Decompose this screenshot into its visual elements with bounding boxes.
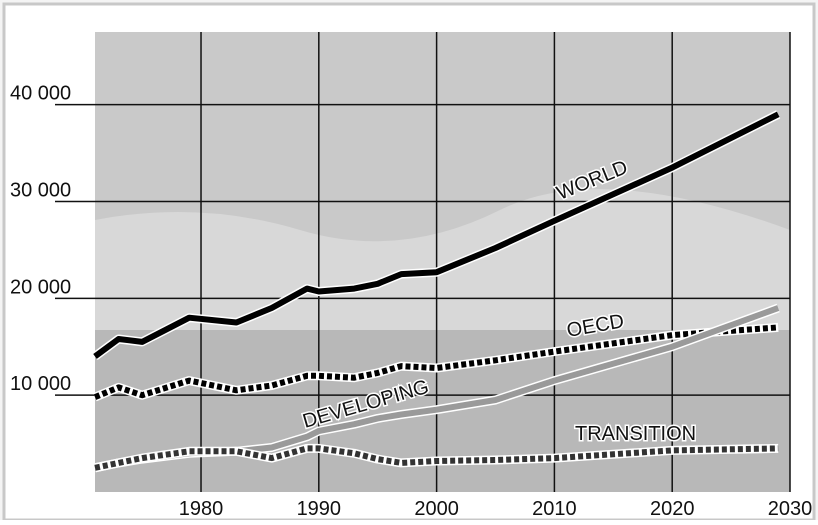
- line: [93, 111, 780, 359]
- x-tick-label: 2000: [414, 498, 459, 520]
- x-tick-label: 2020: [650, 498, 695, 520]
- y-tick-label: 30 000: [10, 179, 71, 201]
- line: [94, 445, 779, 471]
- y-tick-label: 40 000: [10, 83, 71, 105]
- series-label: TRANSITION: [575, 423, 696, 445]
- background-cloud: [95, 189, 790, 330]
- x-tick-label: 2030: [768, 498, 813, 520]
- y-tick-label: 20 000: [10, 276, 71, 298]
- x-tick-label: 2010: [532, 498, 577, 520]
- y-tick-label: 10 000: [10, 373, 71, 395]
- x-tick-label: 1980: [179, 498, 224, 520]
- plot-layer: 10 000 20 000 30 000 40 000 1980 1990 2000 2010…: [10, 32, 812, 520]
- line: [93, 324, 779, 400]
- x-tick-label: 1990: [297, 498, 342, 520]
